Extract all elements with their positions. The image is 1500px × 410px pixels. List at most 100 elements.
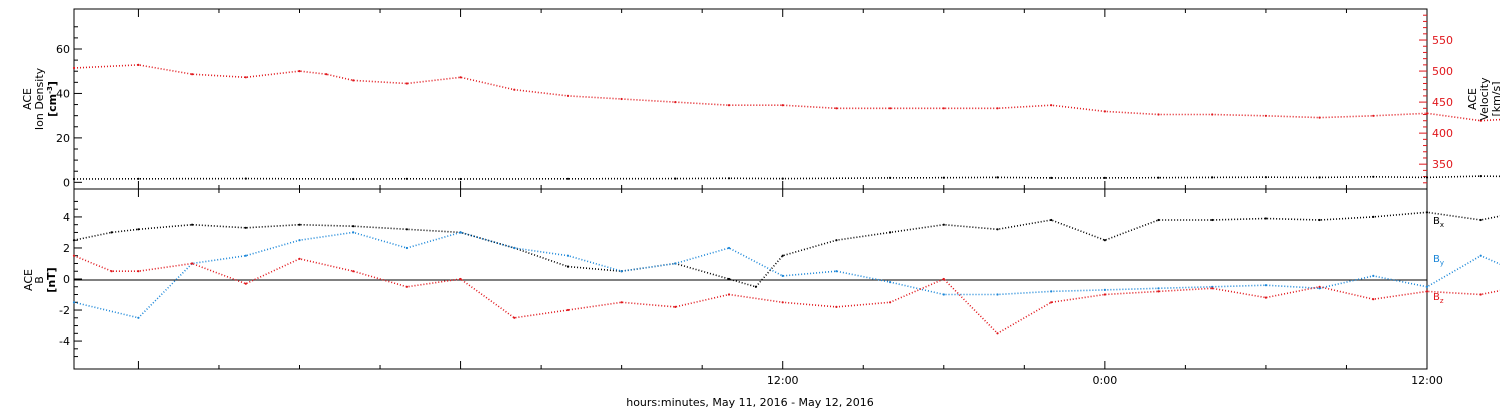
- data-point: [1372, 298, 1375, 301]
- data-point: [137, 228, 140, 231]
- data-point: [781, 274, 784, 277]
- x-tick-label: 0:00: [1093, 374, 1118, 387]
- data-point: [889, 281, 892, 284]
- data-point: [244, 254, 247, 257]
- data-point: [942, 107, 945, 110]
- legend-bz: Bz: [1433, 292, 1444, 305]
- data-point: [1479, 175, 1482, 178]
- data-point: [1372, 114, 1375, 117]
- top-left-axis-unit: [cm-3]: [46, 81, 59, 117]
- data-point: [352, 270, 355, 273]
- data-point: [298, 257, 301, 260]
- top-right-axis-label-line2: Velocity: [1478, 77, 1491, 121]
- data-point: [1479, 218, 1482, 222]
- data-point: [620, 97, 623, 101]
- top-left-axis-unit-sup: -3: [46, 86, 54, 94]
- data-point: [1103, 110, 1106, 113]
- top-left-axis-label: ACE Ion Density [cm-3]: [21, 67, 59, 130]
- data-point: [835, 270, 838, 273]
- data-point: [727, 277, 731, 281]
- data-point: [1318, 285, 1321, 288]
- data-point: [566, 254, 570, 257]
- data-point: [459, 177, 462, 181]
- bottom-y-tick-label: -4: [59, 335, 70, 348]
- data-point: [1479, 254, 1482, 257]
- top-right-axis-label-line1: ACE: [1466, 88, 1479, 110]
- data-point: [1318, 176, 1321, 179]
- data-point: [244, 282, 247, 285]
- data-point: [405, 177, 408, 180]
- data-point: [513, 246, 516, 250]
- data-point: [72, 239, 76, 242]
- data-point: [191, 223, 194, 226]
- data-point: [459, 277, 462, 281]
- series-bottom-1: [72, 231, 1500, 319]
- data-point: [889, 231, 892, 234]
- data-point: [727, 246, 731, 250]
- data-point: [459, 76, 462, 79]
- data-point: [1479, 119, 1482, 122]
- data-point: [566, 94, 570, 97]
- series-bottom-2: [72, 254, 1500, 335]
- data-point: [1103, 239, 1106, 242]
- right-y-tick-label: 500: [1432, 65, 1453, 78]
- data-point: [1157, 176, 1160, 179]
- data-point: [889, 301, 892, 304]
- data-point: [781, 177, 784, 180]
- data-point: [1050, 290, 1053, 293]
- data-point: [835, 107, 838, 110]
- x-tick-label: 12:00: [1411, 374, 1443, 387]
- data-point: [72, 177, 76, 181]
- legend-bx-sub: x: [1440, 221, 1444, 229]
- tick-labels: 12:00 0:00 12:000204060350400450500550-4-2…: [56, 34, 1453, 387]
- legend-by: By: [1433, 254, 1444, 267]
- data-point: [352, 225, 355, 228]
- data-point: [352, 231, 355, 234]
- data-point: [566, 177, 570, 180]
- data-point: [674, 305, 677, 308]
- data-point: [513, 88, 516, 91]
- x-axis-title: hours:minutes, May 11, 2016 - May 12, 20…: [626, 396, 874, 409]
- series-top-0: [72, 175, 1500, 181]
- legend-bx: Bx: [1433, 216, 1444, 229]
- data-point: [298, 223, 301, 226]
- data-point: [1050, 176, 1053, 179]
- data-point: [1050, 301, 1053, 304]
- data-point: [781, 254, 784, 257]
- data-point: [674, 101, 677, 104]
- data-point: [996, 107, 999, 110]
- data-point: [1211, 113, 1214, 116]
- legend-bx-base: B: [1433, 216, 1440, 227]
- data-point: [459, 231, 462, 234]
- left-y-tick-label: 20: [56, 132, 70, 145]
- top-right-axis-unit: [km/s]: [1490, 81, 1500, 116]
- data-point: [1479, 293, 1482, 296]
- data-point: [325, 73, 328, 76]
- data-point: [110, 231, 113, 234]
- data-point: [1103, 293, 1106, 296]
- legend-bz-sub: z: [1440, 297, 1444, 305]
- data-point: [1425, 290, 1429, 293]
- data-point: [352, 177, 355, 181]
- data-point: [137, 270, 140, 273]
- data-point: [620, 301, 623, 304]
- top-left-axis-label-line2: Ion Density: [33, 67, 46, 130]
- data-point: [405, 82, 408, 85]
- data-point: [244, 226, 247, 229]
- data-point: [1425, 112, 1429, 115]
- right-y-tick-label: 400: [1432, 127, 1453, 140]
- right-y-tick-label: 350: [1432, 158, 1453, 171]
- top-right-axis-label: ACE Velocity [km/s]: [1466, 77, 1500, 121]
- data-point: [1211, 176, 1214, 179]
- data-point: [137, 316, 140, 319]
- data-point: [191, 73, 194, 76]
- series-trace: [73, 211, 1500, 288]
- data-point: [727, 293, 731, 296]
- data-point: [110, 270, 113, 273]
- data-point: [1264, 217, 1267, 220]
- data-point: [72, 301, 76, 304]
- x-tick-label: 12:00: [767, 374, 799, 387]
- bottom-y-tick-label: 4: [63, 211, 70, 224]
- data-point: [1103, 288, 1106, 291]
